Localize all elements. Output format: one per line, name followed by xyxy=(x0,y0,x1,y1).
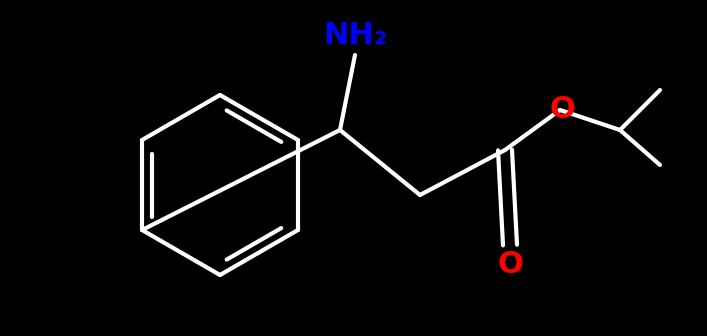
Text: NH₂: NH₂ xyxy=(323,21,387,50)
Text: O: O xyxy=(549,95,575,125)
Text: O: O xyxy=(497,250,523,279)
